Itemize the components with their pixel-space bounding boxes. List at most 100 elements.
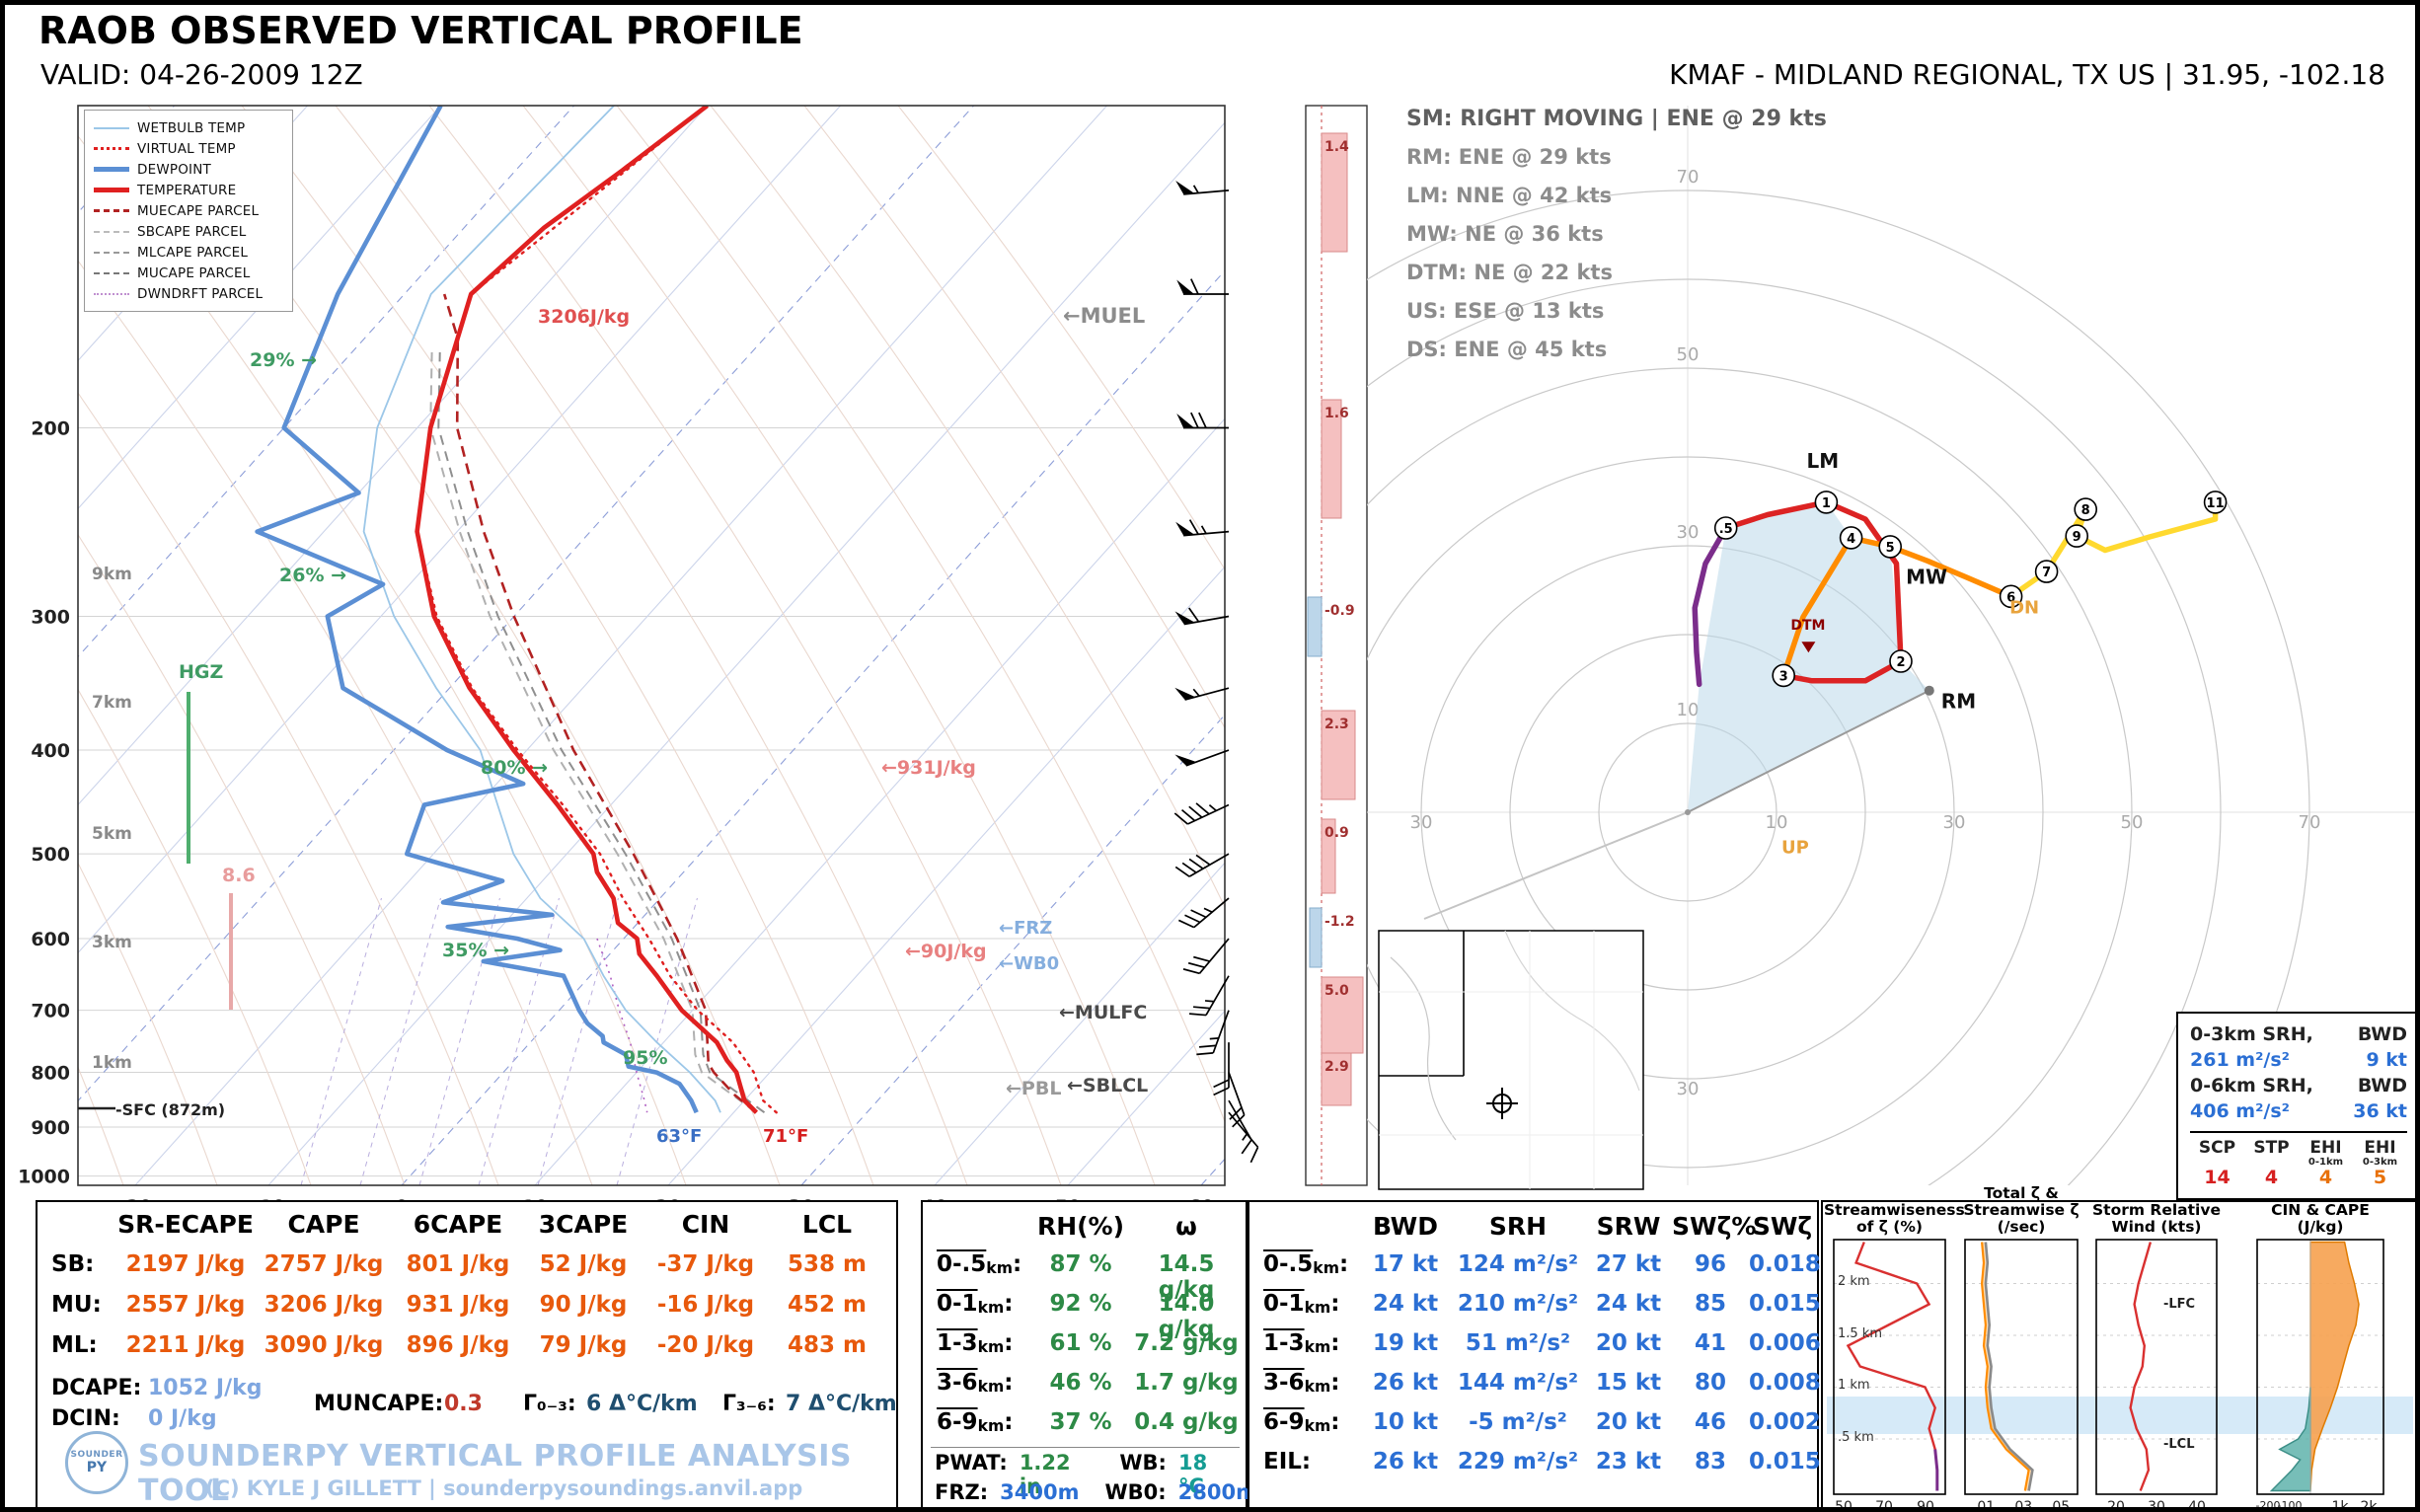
bwd-0-3-value: 9 kt xyxy=(2366,1049,2407,1071)
stp-header: STP xyxy=(2253,1138,2290,1158)
moisture-row: 1-3km: 61 % 7.2 g/kg xyxy=(923,1330,1246,1356)
wind-barb xyxy=(1173,802,1230,825)
thermo-header: SR-ECAPE xyxy=(117,1210,254,1239)
moisture-row: 0-1km: 92 % 14.0 g/kg xyxy=(923,1291,1246,1342)
mini-height-label: 1 km xyxy=(1838,1378,1870,1393)
kinematics-value: 46 xyxy=(1694,1409,1726,1435)
mini-frame-0 xyxy=(1833,1239,1946,1495)
mini-x-tick: 40 xyxy=(2188,1499,2206,1512)
moisture-header-row: RH(%) ω xyxy=(923,1212,1246,1241)
storm-motion-line: MW: NE @ 36 kts xyxy=(1406,222,1604,246)
storm-motion-line: US: ESE @ 13 kts xyxy=(1406,299,1605,323)
layer-label: 3-6km: xyxy=(1263,1370,1340,1396)
station-info: KMAF - MIDLAND REGIONAL, TX US | 31.95, … xyxy=(1669,58,2385,91)
page-title: RAOB OBSERVED VERTICAL PROFILE xyxy=(38,9,803,52)
mini-frame-1 xyxy=(1964,1239,2079,1495)
thermo-value: 452 m xyxy=(788,1292,867,1318)
lfc-label: -LFC xyxy=(2163,1297,2196,1312)
wind-barb xyxy=(1175,519,1230,537)
height-marker xyxy=(2203,491,2228,514)
kinematics-panel: BWD SRH SRW SWζ% SWζ 0-.5km: 17 kt 124 m²/s² 27 … xyxy=(1248,1200,1821,1507)
mini-x-tick: .01 xyxy=(1972,1499,1996,1512)
kinematics-value: 23 kt xyxy=(1595,1449,1662,1474)
legend-item: MUCAPE PARCEL xyxy=(94,263,283,283)
kinematics-value: 10 kt xyxy=(1372,1409,1439,1435)
temperature-line xyxy=(415,106,759,1114)
muecape-parcel-line xyxy=(442,293,758,1114)
layer-bar-label: 2.3 xyxy=(1324,717,1349,732)
dcin-value: 0 J/kg xyxy=(148,1406,217,1431)
kinematics-value: 144 m²/s² xyxy=(1457,1370,1579,1396)
skewt-annotation: ←FRZ xyxy=(999,918,1052,939)
height-marker xyxy=(1999,584,2023,609)
thermo-value: 2757 J/kg xyxy=(264,1251,384,1277)
skewt-profiles xyxy=(255,106,778,1114)
legend-label: MUCAPE PARCEL xyxy=(137,265,251,281)
wind-barb xyxy=(1174,749,1230,767)
srh-0-3-label: 0-3km SRH, xyxy=(2190,1023,2313,1045)
storm-motion-line: SM: RIGHT MOVING | ENE @ 29 kts xyxy=(1406,107,1827,131)
mini-height-label: 1.5 km xyxy=(1838,1325,1882,1341)
layer-label: 0-.5km: xyxy=(937,1251,1022,1277)
layer-label: 0-.5km: xyxy=(1263,1251,1349,1277)
ring-label: 50 xyxy=(2121,812,2144,833)
layer-label: 0-1km: xyxy=(937,1291,1014,1317)
up-label: UP xyxy=(1781,837,1809,858)
svg-text:2: 2 xyxy=(1896,655,1905,670)
storm-motion-line: LM: NNE @ 42 kts xyxy=(1406,184,1613,207)
kinematics-value: 210 m²/s² xyxy=(1457,1291,1579,1317)
storm-motion-text: SM: RIGHT MOVING | ENE @ 29 kts RM: ENE @… xyxy=(1406,100,1827,369)
legend-item: MLCAPE PARCEL xyxy=(94,242,283,263)
legend-item: VIRTUAL TEMP xyxy=(94,138,283,159)
kinematics-value: 15 kt xyxy=(1595,1370,1662,1396)
sounderpy-logo: SOUNDER PY xyxy=(65,1431,128,1494)
legend-line-sample xyxy=(94,292,129,295)
skewt-annotation: 35% → xyxy=(442,940,509,961)
wind-barb xyxy=(1177,897,1230,929)
scp-value: 14 xyxy=(2204,1167,2231,1188)
muncape-value: 0.3 xyxy=(444,1392,483,1416)
bwd-0-6-value: 36 kt xyxy=(2353,1100,2407,1122)
mini-height-label: .5 km xyxy=(1838,1429,1874,1445)
gamma-3-6-value: 7 Δ°C/km xyxy=(786,1392,897,1416)
svg-text:4: 4 xyxy=(1847,532,1855,547)
layer-label: 0-1km: xyxy=(1263,1291,1340,1317)
thermo-row: ML: 2211 J/kg 3090 J/kg 896 J/kg 79 J/kg -20 … xyxy=(38,1332,896,1358)
streamwise-zeta-line xyxy=(1980,1242,2030,1491)
storm-motion-line: DS: ENE @ 45 kts xyxy=(1406,338,1608,361)
layer-bar-label: 0.9 xyxy=(1324,825,1349,841)
thermo-value: -16 J/kg xyxy=(656,1292,755,1318)
layer-label: EIL: xyxy=(1263,1449,1312,1474)
omega-value: 7.2 g/kg xyxy=(1134,1330,1239,1356)
kinematics-value: 229 m²/s² xyxy=(1457,1449,1579,1474)
mini-x-tick: -200 xyxy=(2255,1499,2281,1512)
muncape-label: MUNCAPE: xyxy=(314,1392,444,1416)
kinematics-header: SRW xyxy=(1596,1212,1661,1241)
kinematics-value: 0.006 xyxy=(1749,1330,1821,1356)
ehi03-header: EHI 0-3km xyxy=(2362,1138,2398,1168)
legend-label: WETBULB TEMP xyxy=(137,119,246,136)
valid-time: VALID: 04-26-2009 12Z xyxy=(40,58,363,91)
thermo-value: 483 m xyxy=(788,1332,867,1358)
mini-height-label: 2 km xyxy=(1838,1274,1870,1289)
ehi03-value: 5 xyxy=(2373,1167,2387,1188)
pressure-tick: 700 xyxy=(31,1001,70,1022)
wind-barb xyxy=(1228,1072,1246,1128)
ring-label: 30 xyxy=(1410,812,1433,833)
storm-motion-line: RM: ENE @ 29 kts xyxy=(1406,145,1612,169)
chart-canvas: 2003004005006007008009001000-20-10010203… xyxy=(18,105,2415,1495)
kinematics-value: 0.018 xyxy=(1749,1251,1821,1277)
kinematics-value: -5 m²/s² xyxy=(1469,1409,1567,1435)
mlcape-parcel-line xyxy=(437,351,766,1114)
height-label: 7km xyxy=(92,693,132,713)
wind-barb xyxy=(1188,975,1230,1017)
thermo-value: 2211 J/kg xyxy=(125,1332,246,1358)
kinematics-value: 124 m²/s² xyxy=(1457,1251,1579,1277)
rh-value: 37 % xyxy=(1049,1409,1112,1435)
kinematics-row: EIL: 26 kt 229 m²/s² 23 kt 83 0.015 xyxy=(1249,1449,1821,1474)
corner xyxy=(38,1210,116,1239)
mini-x-tick: 30 xyxy=(2148,1499,2165,1512)
skewt-annotation: ←WB0 xyxy=(999,953,1059,974)
pressure-tick: 800 xyxy=(31,1063,70,1085)
omega-value: 0.4 g/kg xyxy=(1134,1409,1239,1435)
